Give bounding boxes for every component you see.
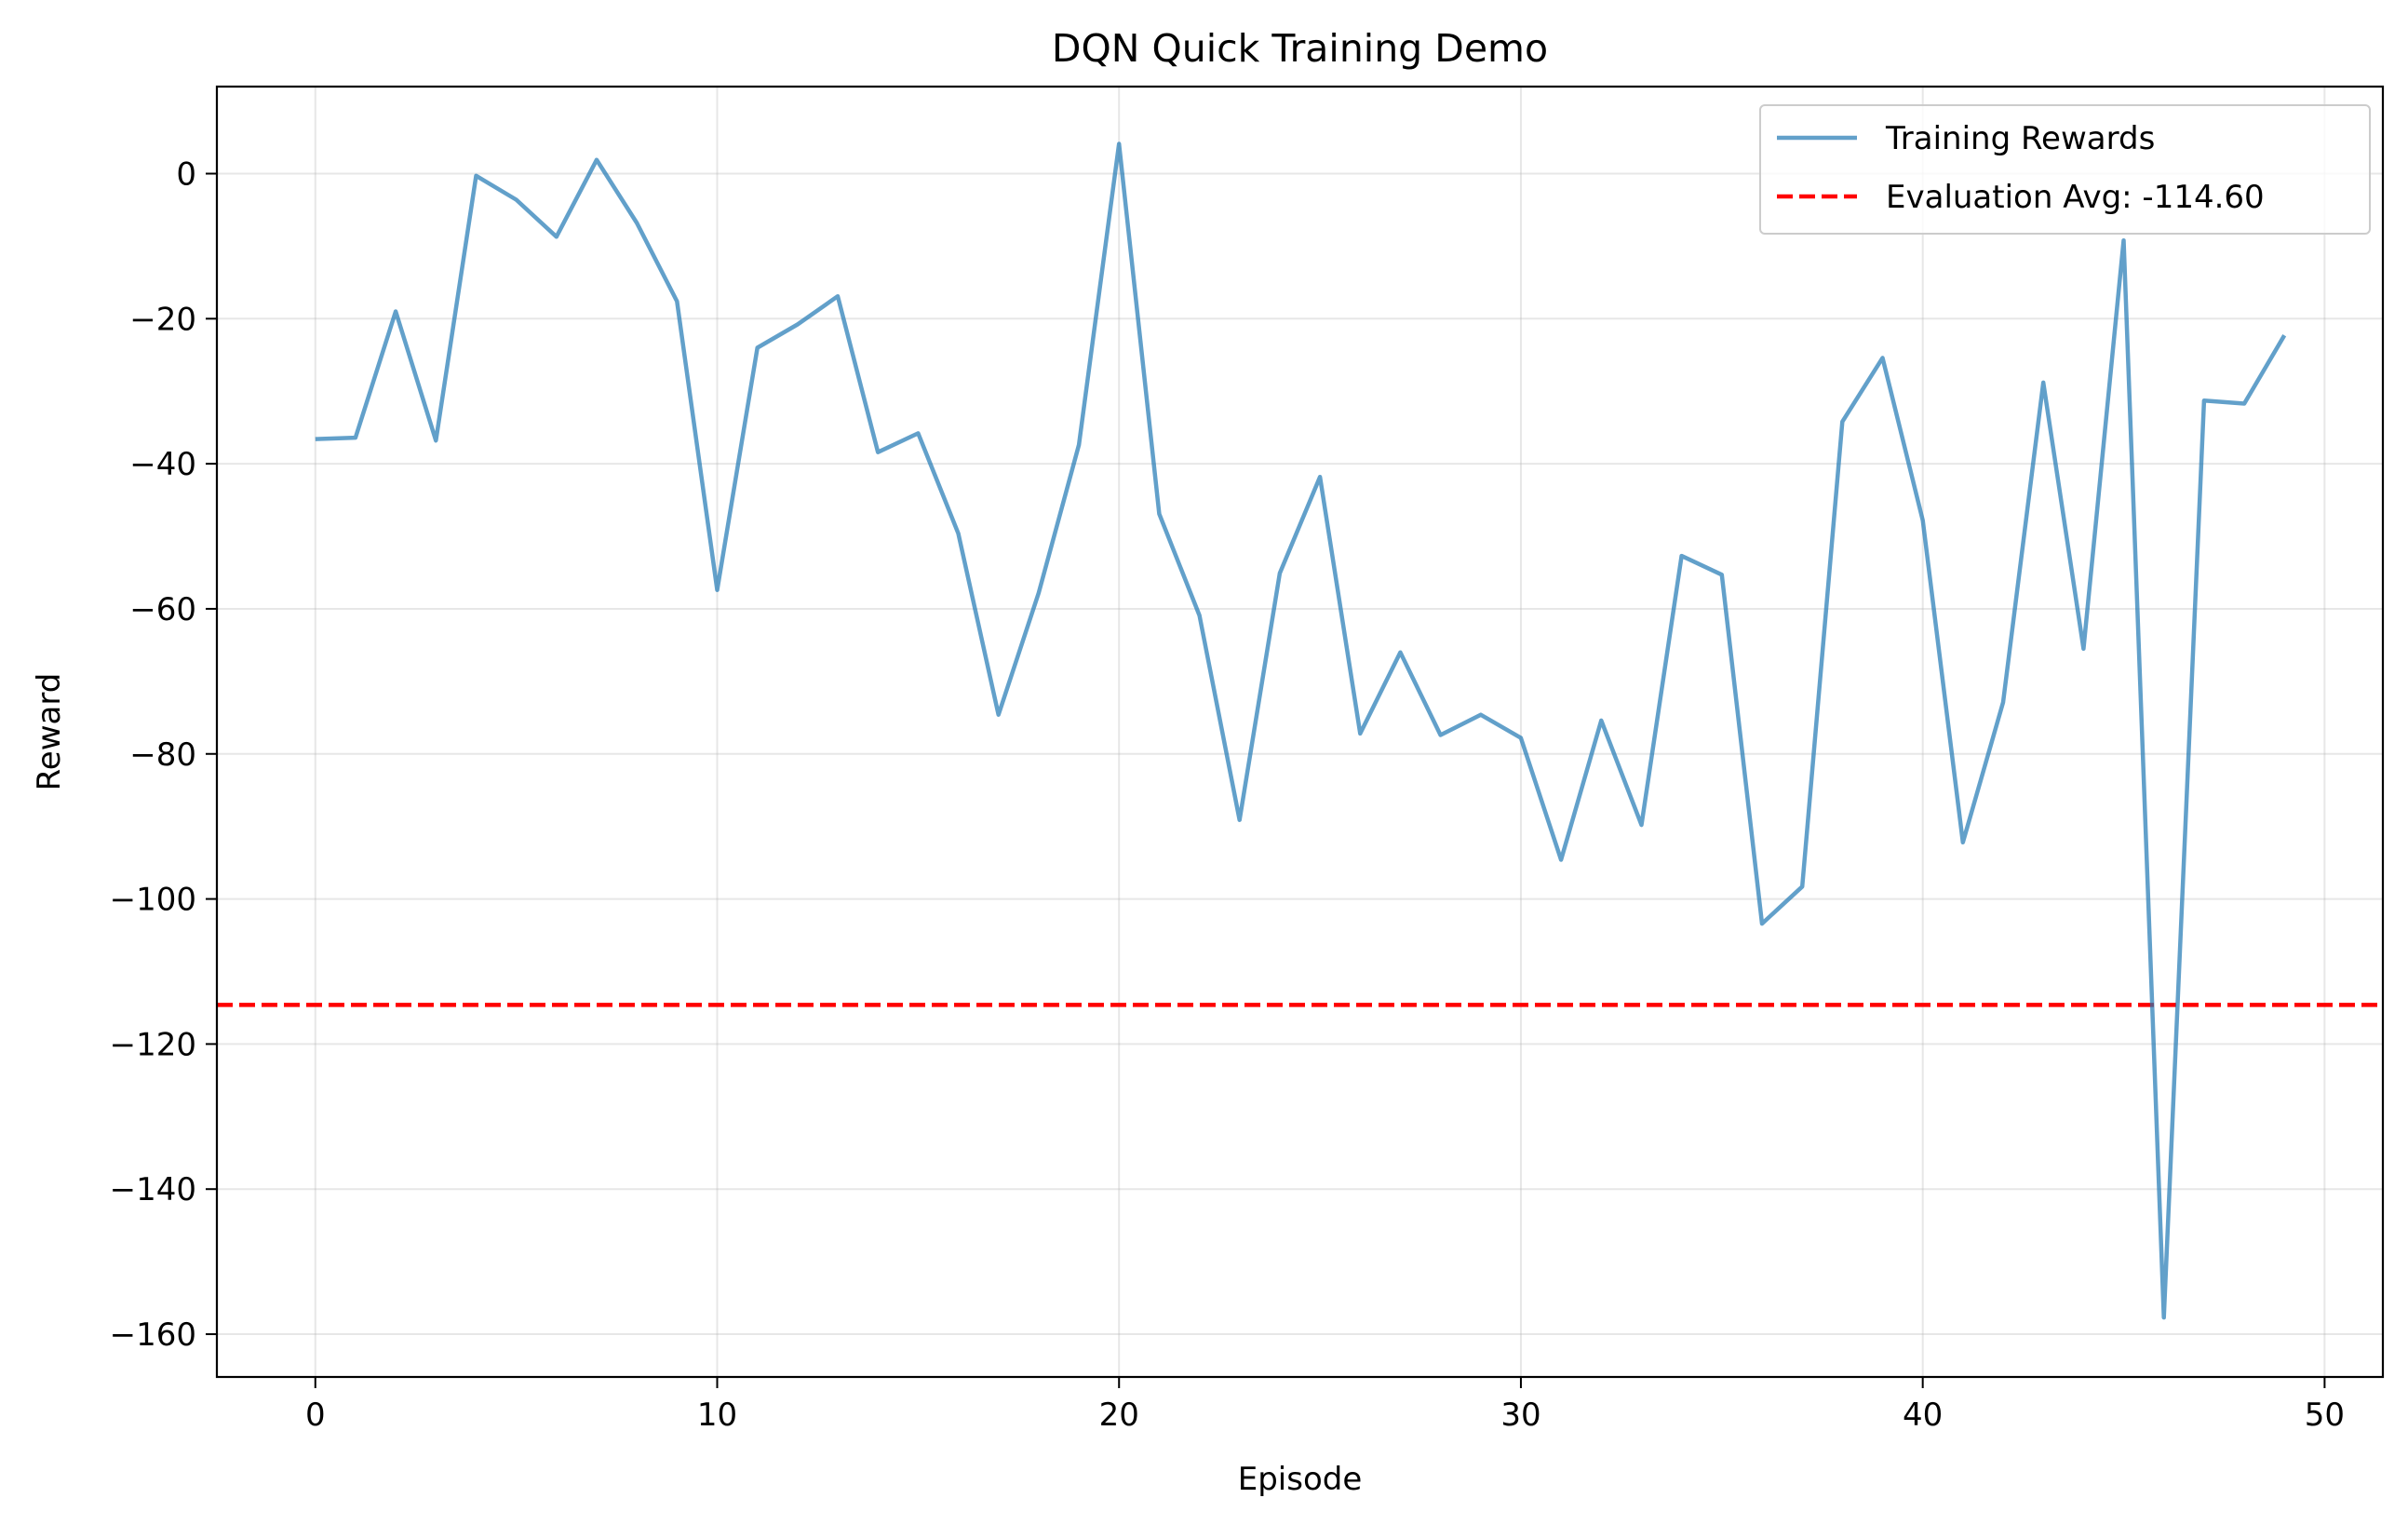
y-tick-label: −80: [129, 736, 196, 774]
y-tick-label: −20: [129, 301, 196, 338]
training-rewards-line: [315, 142, 2287, 1320]
y-axis-ticks: 0 −20 −40 −60 −80 −100 −120 −140 −160: [110, 155, 217, 1354]
y-tick-label: −60: [129, 591, 196, 628]
legend-label-evaluation-avg: Evaluation Avg: -114.60: [1886, 179, 2265, 216]
x-tick-label: 40: [1903, 1397, 1943, 1434]
plot-area-frame: [215, 85, 2385, 1379]
y-tick-label: −140: [110, 1171, 196, 1208]
x-tick-label: 20: [1099, 1397, 1139, 1434]
series-lines: [315, 142, 2287, 1320]
grid: [217, 87, 2383, 1377]
y-tick-label: −40: [129, 446, 196, 483]
x-tick-label: 30: [1500, 1397, 1540, 1434]
x-axis-ticks: 0 10 20 30 40 50: [305, 1377, 2345, 1434]
x-tick-label: 10: [697, 1397, 737, 1434]
chart-title: DQN Quick Training Demo: [1052, 26, 1548, 71]
y-tick-label: −120: [110, 1026, 196, 1063]
y-axis-label: Reward: [31, 673, 68, 791]
legend-label-training-rewards: Training Rewards: [1885, 120, 2155, 157]
y-tick-label: 0: [176, 155, 196, 193]
y-tick-label: −160: [110, 1316, 196, 1354]
legend: Training Rewards Evaluation Avg: -114.60: [1759, 104, 2371, 235]
x-axis-label: Episode: [1238, 1461, 1363, 1498]
y-tick-label: −100: [110, 882, 196, 919]
x-tick-label: 50: [2305, 1397, 2345, 1434]
x-tick-label: 0: [305, 1397, 326, 1434]
legend-box: [1759, 104, 2371, 235]
